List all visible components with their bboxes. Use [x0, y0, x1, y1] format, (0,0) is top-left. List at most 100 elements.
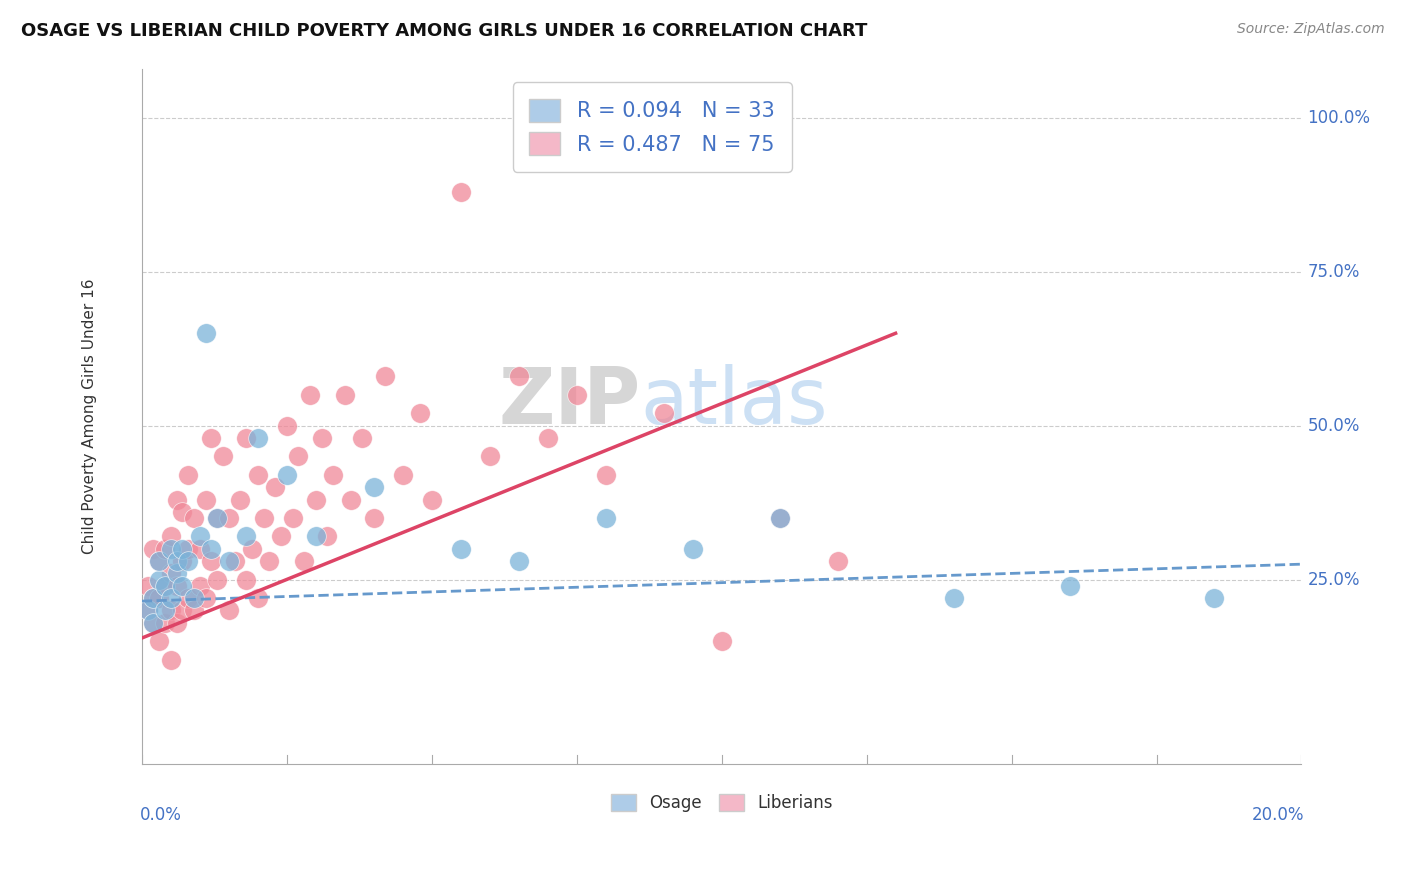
Point — [159, 591, 181, 605]
Point — [153, 579, 176, 593]
Point — [235, 529, 257, 543]
Point — [194, 492, 217, 507]
Point — [1204, 591, 1226, 605]
Point — [276, 467, 298, 482]
Point — [450, 185, 472, 199]
Point — [235, 573, 257, 587]
Point — [235, 431, 257, 445]
Point — [292, 554, 315, 568]
Point — [166, 615, 188, 630]
Point — [246, 591, 269, 605]
Point — [194, 326, 217, 341]
Text: 20.0%: 20.0% — [1251, 806, 1303, 824]
Point — [166, 566, 188, 581]
Point — [183, 603, 205, 617]
Point — [177, 554, 200, 568]
Text: 0.0%: 0.0% — [139, 806, 181, 824]
Point — [682, 541, 704, 556]
Point — [136, 603, 159, 617]
Point — [363, 480, 385, 494]
Point — [246, 431, 269, 445]
Point — [224, 554, 246, 568]
Point — [264, 480, 287, 494]
Point — [305, 529, 328, 543]
Point — [508, 369, 530, 384]
Point — [136, 603, 159, 617]
Point — [374, 369, 396, 384]
Point — [205, 511, 228, 525]
Point — [205, 573, 228, 587]
Point — [183, 591, 205, 605]
Point — [212, 450, 235, 464]
Point — [259, 554, 281, 568]
Point — [652, 406, 675, 420]
Point — [942, 591, 965, 605]
Point — [153, 615, 176, 630]
Point — [166, 554, 188, 568]
Point — [188, 529, 211, 543]
Point — [322, 467, 344, 482]
Point — [769, 511, 792, 525]
Point — [142, 541, 165, 556]
Point — [148, 573, 170, 587]
Point — [205, 511, 228, 525]
Point — [142, 615, 165, 630]
Point — [218, 511, 240, 525]
Point — [153, 541, 176, 556]
Point — [188, 541, 211, 556]
Point — [298, 388, 321, 402]
Text: ZIP: ZIP — [498, 365, 641, 441]
Point — [339, 492, 361, 507]
Point — [136, 579, 159, 593]
Point — [200, 431, 222, 445]
Point — [769, 511, 792, 525]
Point — [148, 554, 170, 568]
Point — [229, 492, 252, 507]
Point — [270, 529, 292, 543]
Point — [333, 388, 356, 402]
Point — [148, 554, 170, 568]
Point — [363, 511, 385, 525]
Point — [142, 591, 165, 605]
Point — [218, 603, 240, 617]
Point — [159, 541, 181, 556]
Point — [276, 418, 298, 433]
Point — [218, 554, 240, 568]
Point — [450, 541, 472, 556]
Point — [159, 529, 181, 543]
Point — [508, 554, 530, 568]
Text: 75.0%: 75.0% — [1308, 263, 1360, 281]
Point — [153, 579, 176, 593]
Point — [252, 511, 274, 525]
Point — [153, 603, 176, 617]
Text: Source: ZipAtlas.com: Source: ZipAtlas.com — [1237, 22, 1385, 37]
Point — [159, 603, 181, 617]
Text: 100.0%: 100.0% — [1308, 109, 1371, 127]
Point — [177, 591, 200, 605]
Text: atlas: atlas — [641, 365, 828, 441]
Text: Child Poverty Among Girls Under 16: Child Poverty Among Girls Under 16 — [82, 278, 97, 554]
Point — [565, 388, 588, 402]
Point — [281, 511, 304, 525]
Point — [172, 541, 194, 556]
Point — [537, 431, 560, 445]
Point — [148, 634, 170, 648]
Point — [1059, 579, 1081, 593]
Point — [142, 591, 165, 605]
Point — [305, 492, 328, 507]
Point — [316, 529, 339, 543]
Point — [240, 541, 263, 556]
Point — [595, 511, 617, 525]
Point — [172, 603, 194, 617]
Point — [194, 591, 217, 605]
Point — [172, 554, 194, 568]
Point — [827, 554, 849, 568]
Point — [142, 615, 165, 630]
Point — [311, 431, 333, 445]
Point — [159, 566, 181, 581]
Point — [166, 492, 188, 507]
Point — [177, 541, 200, 556]
Point — [246, 467, 269, 482]
Point — [177, 467, 200, 482]
Point — [159, 652, 181, 666]
